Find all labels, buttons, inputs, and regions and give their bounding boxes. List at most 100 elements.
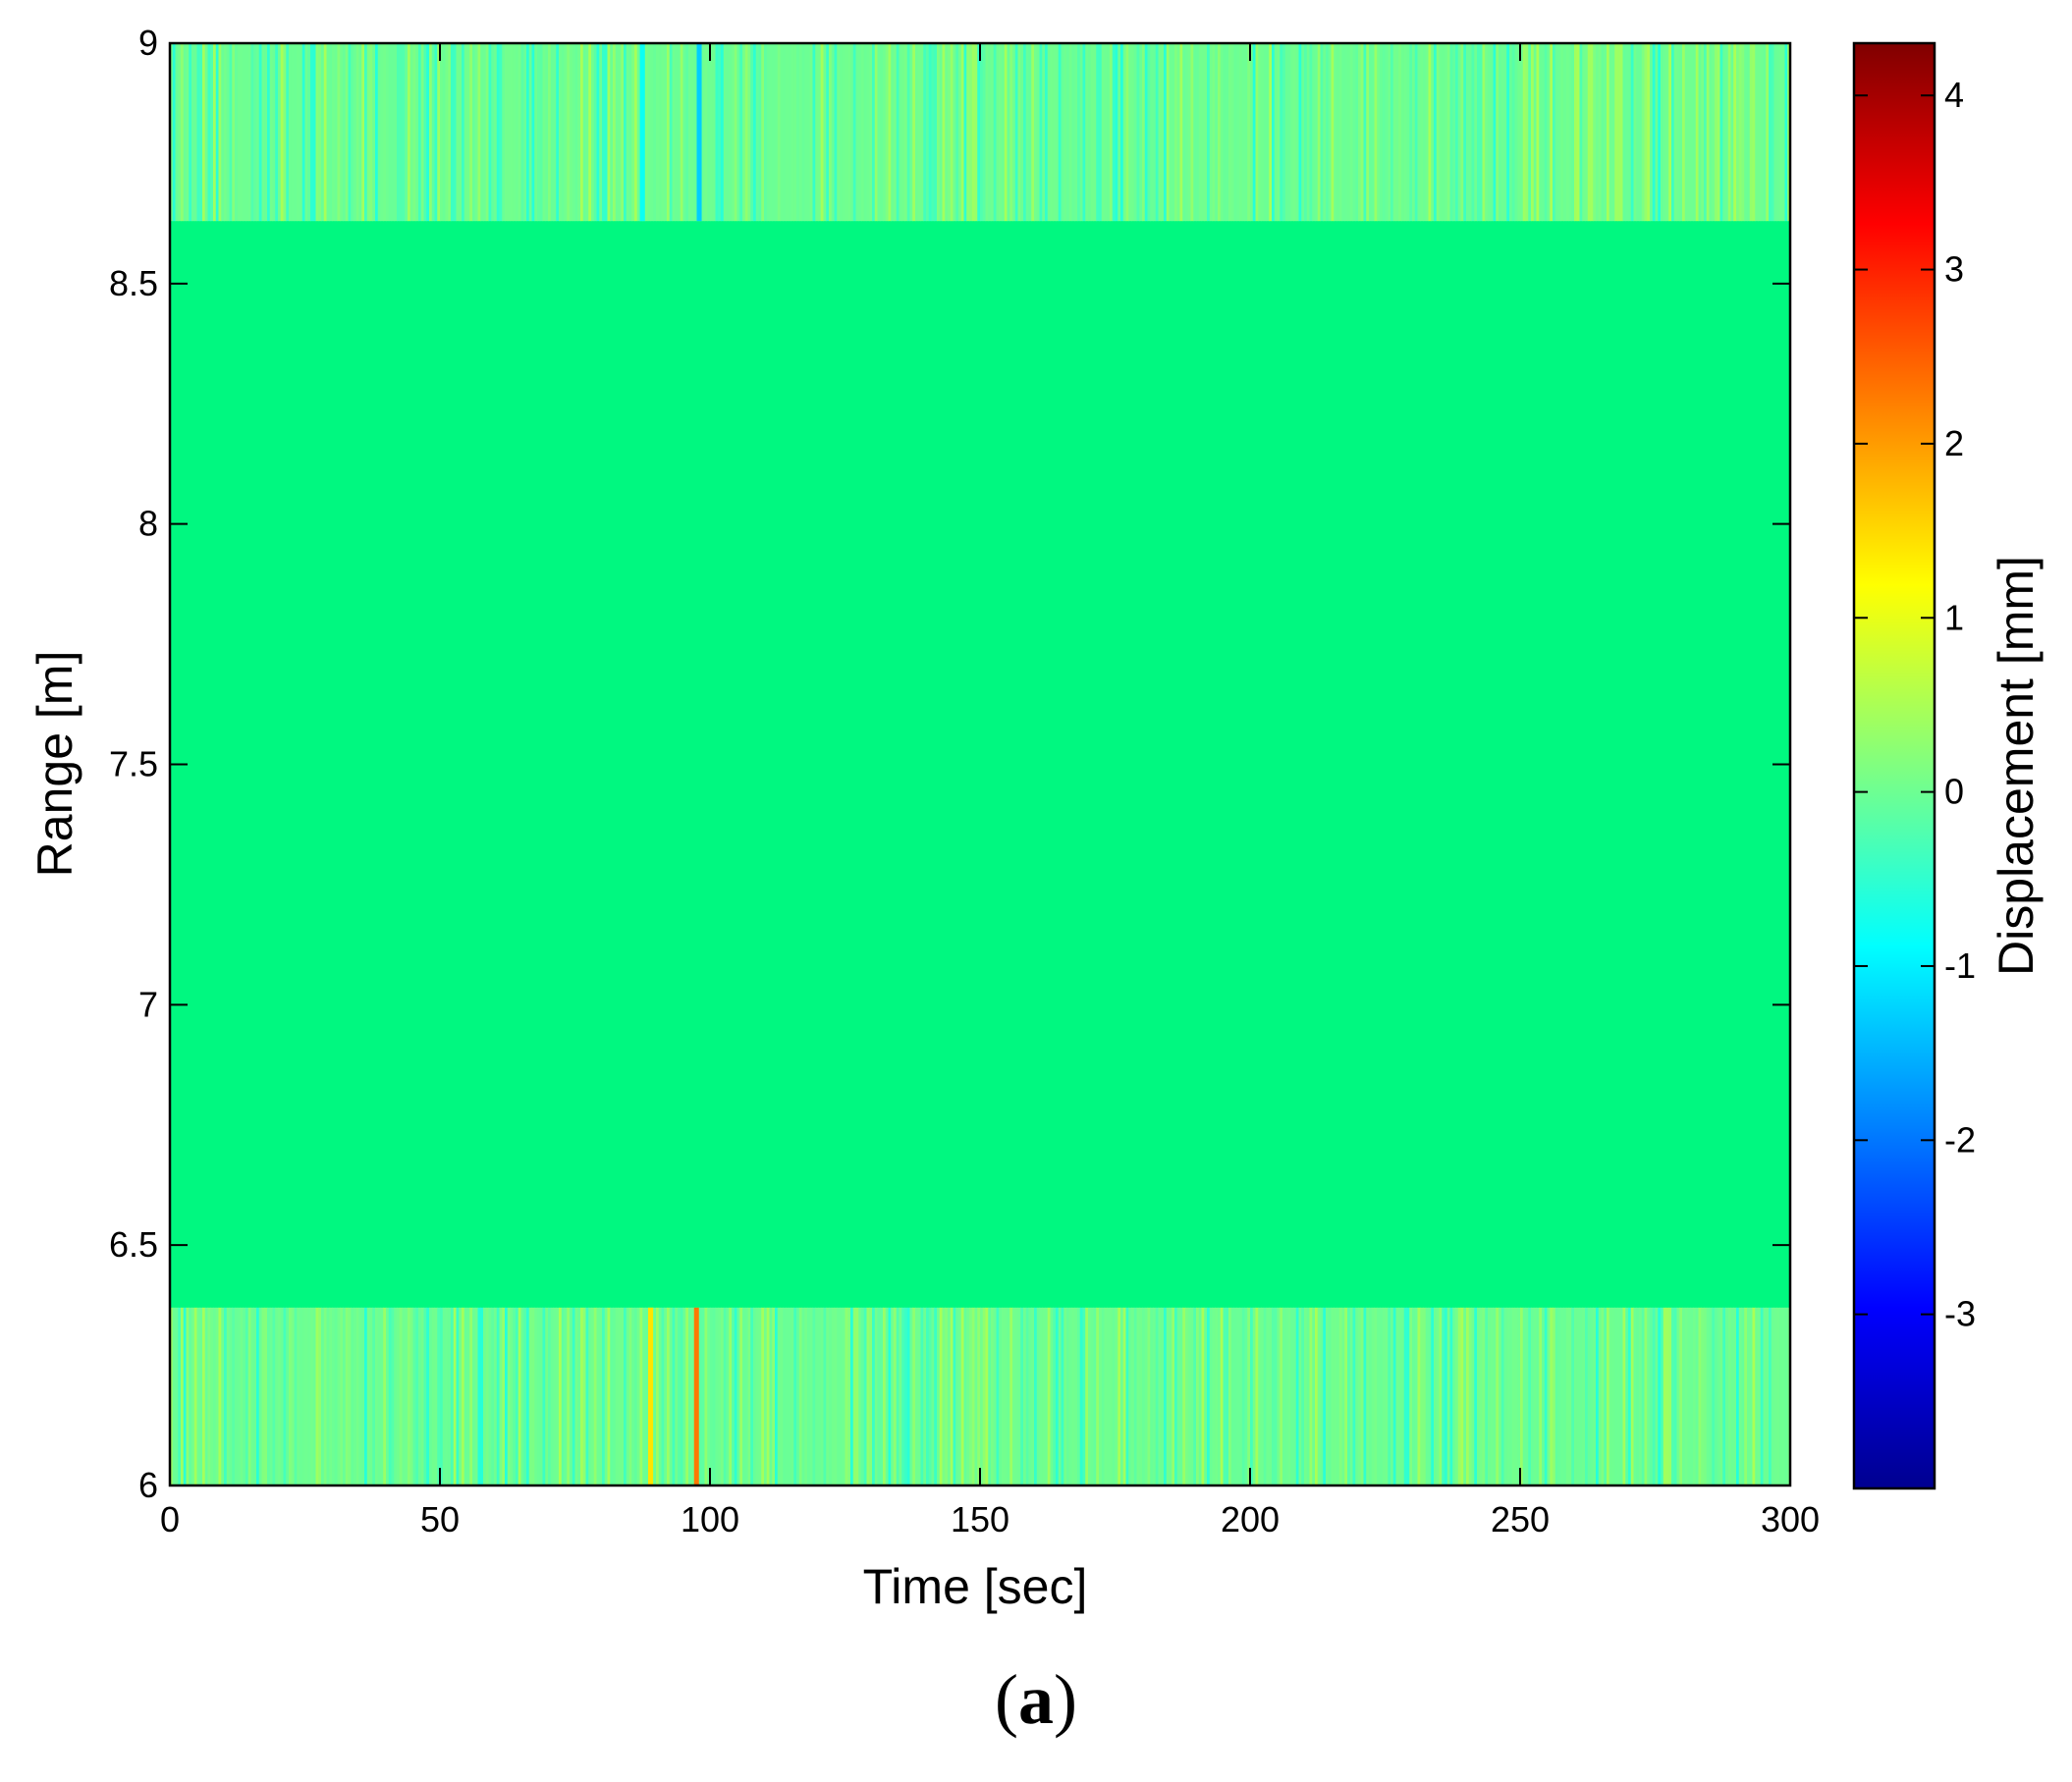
heatmap-cell bbox=[1471, 1307, 1475, 1485]
heatmap-cell bbox=[837, 43, 841, 222]
heatmap-cell bbox=[355, 1307, 360, 1485]
x-tick-label: 250 bbox=[1491, 1499, 1550, 1539]
heatmap-cell bbox=[1760, 43, 1765, 222]
heatmap-cell bbox=[796, 43, 800, 222]
heatmap-cell bbox=[636, 1307, 641, 1485]
heatmap-cell bbox=[812, 43, 816, 222]
heatmap-cell bbox=[516, 43, 519, 222]
heatmap-cell bbox=[1730, 43, 1734, 222]
heatmap-cell bbox=[1352, 43, 1356, 222]
heatmap-cell bbox=[1277, 43, 1281, 222]
heatmap-cell bbox=[1471, 43, 1475, 222]
heatmap-cell bbox=[1382, 1307, 1387, 1485]
y-tick-label: 8 bbox=[138, 504, 158, 544]
heatmap-cell bbox=[294, 43, 298, 222]
heatmap-cell bbox=[235, 43, 239, 222]
heatmap-cell bbox=[280, 43, 285, 222]
heatmap-cell bbox=[1787, 1307, 1790, 1485]
heatmap-cell bbox=[181, 43, 185, 222]
heatmap-cell bbox=[798, 43, 803, 222]
heatmap-cell bbox=[329, 43, 333, 222]
heatmap-cell bbox=[1715, 43, 1718, 222]
heatmap-cell bbox=[215, 43, 220, 222]
heatmap-cell bbox=[1385, 1307, 1389, 1485]
heatmap-cell bbox=[1593, 1307, 1597, 1485]
heatmap-cell bbox=[585, 43, 589, 222]
heatmap-cell bbox=[1392, 1307, 1397, 1485]
heatmap-cell bbox=[1190, 1307, 1194, 1485]
heatmap-cell bbox=[942, 1307, 946, 1485]
heatmap-cell bbox=[1784, 1307, 1788, 1485]
heatmap-cell bbox=[715, 1307, 719, 1485]
heatmap-cell bbox=[1150, 43, 1154, 222]
heatmap-cell bbox=[451, 43, 455, 222]
heatmap-cell bbox=[1050, 43, 1054, 222]
heatmap-cell bbox=[388, 1307, 393, 1485]
heatmap-cell bbox=[1263, 1307, 1268, 1485]
heatmap-cell bbox=[518, 43, 522, 222]
heatmap-cell bbox=[604, 43, 609, 222]
heatmap-cell bbox=[744, 1307, 749, 1485]
heatmap-cell bbox=[869, 43, 873, 222]
heatmap-cell bbox=[804, 43, 808, 222]
heatmap-cell bbox=[1442, 1307, 1445, 1485]
heatmap-cell bbox=[1233, 1307, 1237, 1485]
heatmap-cell bbox=[1752, 43, 1756, 222]
heatmap-cell bbox=[631, 43, 635, 222]
heatmap-cell bbox=[272, 43, 276, 222]
heatmap-cell bbox=[283, 1307, 287, 1485]
heatmap-cell bbox=[732, 1307, 736, 1485]
heatmap-cell bbox=[420, 43, 425, 222]
heatmap-cell bbox=[345, 1307, 350, 1485]
heatmap-cell bbox=[999, 43, 1003, 222]
heatmap-cell bbox=[1315, 1307, 1319, 1485]
heatmap-cell bbox=[496, 1307, 501, 1485]
heatmap-cell bbox=[950, 43, 954, 222]
heatmap-cell bbox=[1474, 1307, 1478, 1485]
heatmap-cell bbox=[502, 43, 506, 222]
heatmap-cell bbox=[1014, 1307, 1019, 1485]
heatmap-cell bbox=[1284, 1307, 1289, 1485]
heatmap-cell bbox=[1025, 43, 1030, 222]
heatmap-cell bbox=[1176, 43, 1181, 222]
heatmap-cell bbox=[1403, 43, 1408, 222]
heatmap-cell bbox=[391, 43, 395, 222]
heatmap-cell bbox=[888, 43, 892, 222]
heatmap-cell bbox=[304, 43, 308, 222]
heatmap-cell bbox=[934, 1307, 938, 1485]
heatmap-cell bbox=[993, 1307, 998, 1485]
heatmap-cell bbox=[256, 43, 260, 222]
heatmap-cell bbox=[1665, 1307, 1669, 1485]
heatmap-cell bbox=[904, 1307, 908, 1485]
heatmap-cell bbox=[488, 1307, 492, 1485]
heatmap-cell bbox=[664, 43, 668, 222]
heatmap-cell bbox=[534, 1307, 538, 1485]
heatmap-cell bbox=[418, 43, 422, 222]
heatmap-cell bbox=[237, 43, 242, 222]
heatmap-cell bbox=[351, 43, 354, 222]
heatmap-cell bbox=[963, 1307, 967, 1485]
heatmap-cell bbox=[1436, 43, 1441, 222]
heatmap-cell bbox=[858, 43, 862, 222]
heatmap-cell bbox=[1420, 1307, 1424, 1485]
heatmap-cell bbox=[1553, 43, 1556, 222]
heatmap-cell bbox=[750, 1307, 754, 1485]
heatmap-cell bbox=[310, 43, 314, 222]
heatmap-cell bbox=[883, 1307, 887, 1485]
heatmap-cell bbox=[775, 43, 779, 222]
heatmap-cell bbox=[1477, 43, 1481, 222]
heatmap-cell bbox=[556, 43, 560, 222]
heatmap-cell bbox=[240, 43, 244, 222]
heatmap-cell bbox=[707, 43, 711, 222]
heatmap-cell bbox=[1571, 43, 1575, 222]
heatmap-cell bbox=[796, 1307, 800, 1485]
heatmap-cell bbox=[307, 43, 311, 222]
heatmap-cell bbox=[431, 1307, 436, 1485]
heatmap-cell bbox=[1315, 43, 1319, 222]
heatmap-cell bbox=[753, 1307, 757, 1485]
heatmap-cell bbox=[1363, 1307, 1367, 1485]
heatmap-cell bbox=[1776, 43, 1780, 222]
heatmap-cell bbox=[1101, 43, 1106, 222]
heatmap-cell bbox=[593, 1307, 598, 1485]
heatmap-cell bbox=[1738, 1307, 1743, 1485]
